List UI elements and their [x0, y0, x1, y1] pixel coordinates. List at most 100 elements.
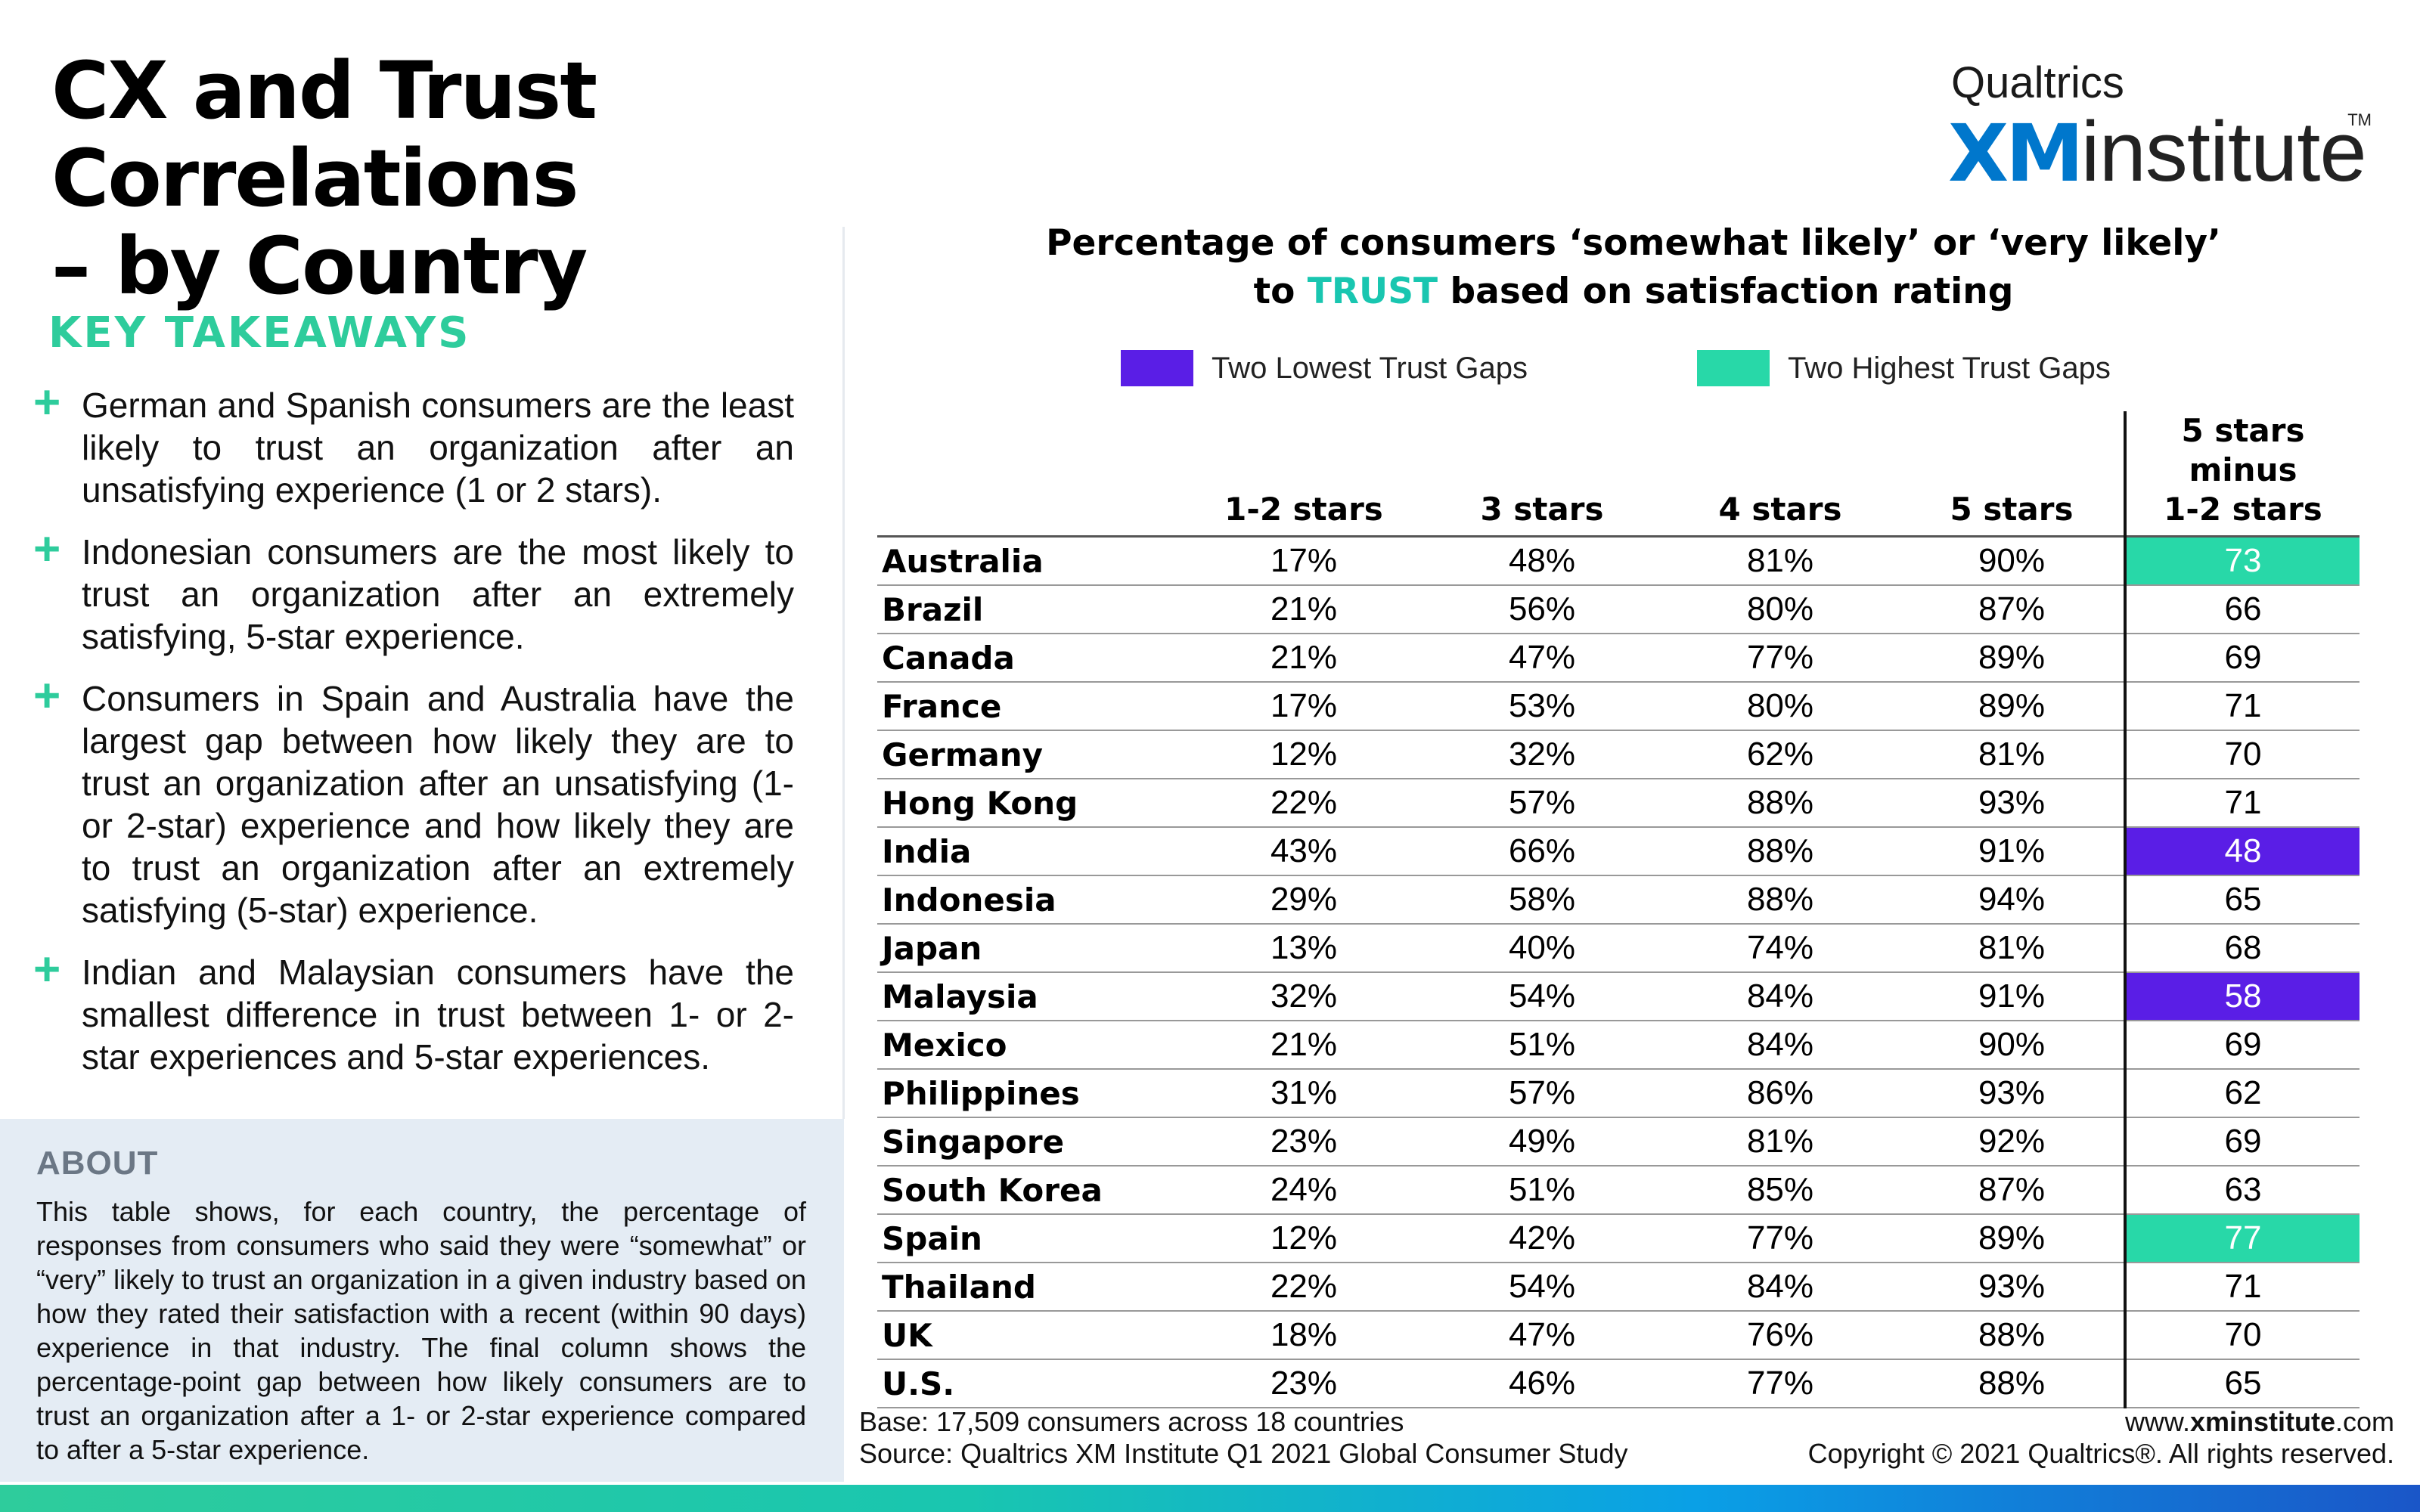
- value-gap: 65: [2124, 875, 2360, 925]
- logo-wordmark: XMinstitute: [1948, 103, 2367, 200]
- value-1-2-stars: 13%: [1184, 924, 1423, 973]
- legend-highest-gaps: Two Highest Trust Gaps: [1697, 349, 2111, 387]
- value-1-2-stars: 22%: [1184, 779, 1423, 828]
- takeaway-item: + Indian and Malaysian consumers have the…: [33, 947, 794, 1078]
- value-3-stars: 42%: [1423, 1214, 1661, 1263]
- country-cell: Indonesia: [877, 875, 1184, 925]
- value-gap: 66: [2124, 585, 2360, 634]
- value-4-stars: 81%: [1661, 536, 1900, 586]
- table-title-line1: Percentage of consumers ‘somewhat likely…: [1046, 222, 2221, 264]
- value-gap: 69: [2124, 1021, 2360, 1070]
- value-5-stars: 90%: [1900, 1021, 2125, 1070]
- table-row: France 17% 53% 80% 89% 71: [877, 682, 2360, 731]
- table-row: Japan 13% 40% 74% 81% 68: [877, 924, 2360, 973]
- value-gap: 71: [2124, 1263, 2360, 1312]
- value-1-2-stars: 29%: [1184, 875, 1423, 925]
- key-takeaways-list: + German and Spanish consumers are the le…: [33, 380, 794, 1098]
- table-header-row: 1-2 stars 3 stars 4 stars 5 stars 5 star…: [877, 411, 2360, 537]
- takeaway-item: + German and Spanish consumers are the le…: [33, 380, 794, 511]
- plus-icon: +: [33, 670, 61, 722]
- value-1-2-stars: 17%: [1184, 682, 1423, 731]
- value-1-2-stars: 31%: [1184, 1069, 1423, 1118]
- value-1-2-stars: 17%: [1184, 536, 1423, 586]
- value-1-2-stars: 23%: [1184, 1117, 1423, 1167]
- footer-url[interactable]: www.xminstitute.com: [1808, 1406, 2394, 1438]
- footer-source: Source: Qualtrics XM Institute Q1 2021 G…: [859, 1438, 1628, 1469]
- header-5-stars: 5 stars: [1950, 491, 2074, 528]
- value-1-2-stars: 43%: [1184, 827, 1423, 876]
- value-1-2-stars: 22%: [1184, 1263, 1423, 1312]
- table-title-post: based on satisfaction rating: [1438, 271, 2014, 312]
- value-3-stars: 49%: [1423, 1117, 1661, 1167]
- value-4-stars: 80%: [1661, 585, 1900, 634]
- value-3-stars: 48%: [1423, 536, 1661, 586]
- value-5-stars: 93%: [1900, 1069, 2125, 1118]
- value-gap: 73: [2124, 536, 2360, 586]
- country-cell: Canada: [877, 634, 1184, 683]
- country-cell: Brazil: [877, 585, 1184, 634]
- header-1-2-stars: 1-2 stars: [1224, 491, 1383, 528]
- header-4-stars: 4 stars: [1718, 491, 1842, 528]
- value-5-stars: 89%: [1900, 682, 2125, 731]
- value-3-stars: 58%: [1423, 875, 1661, 925]
- value-gap: 69: [2124, 1117, 2360, 1167]
- value-4-stars: 81%: [1661, 1117, 1900, 1167]
- value-4-stars: 88%: [1661, 875, 1900, 925]
- value-1-2-stars: 23%: [1184, 1359, 1423, 1408]
- value-4-stars: 88%: [1661, 827, 1900, 876]
- country-cell: Spain: [877, 1214, 1184, 1263]
- page-title: CX and Trust Correlations – by Country: [51, 47, 1110, 310]
- footer-copyright-block: www.xminstitute.com Copyright © 2021 Qua…: [1808, 1406, 2394, 1470]
- value-5-stars: 81%: [1900, 730, 2125, 779]
- value-5-stars: 87%: [1900, 585, 2125, 634]
- value-5-stars: 91%: [1900, 827, 2125, 876]
- value-5-stars: 90%: [1900, 536, 2125, 586]
- value-4-stars: 77%: [1661, 634, 1900, 683]
- table-row: Singapore 23% 49% 81% 92% 69: [877, 1117, 2360, 1167]
- logo-institute-text: institute: [2080, 104, 2367, 199]
- takeaway-text: Consumers in Spain and Australia have th…: [82, 679, 794, 930]
- value-1-2-stars: 12%: [1184, 1214, 1423, 1263]
- takeaway-item: + Indonesian consumers are the most likel…: [33, 526, 794, 658]
- country-cell: Hong Kong: [877, 779, 1184, 828]
- value-5-stars: 91%: [1900, 972, 2125, 1021]
- value-4-stars: 62%: [1661, 730, 1900, 779]
- value-1-2-stars: 32%: [1184, 972, 1423, 1021]
- footer-base: Base: 17,509 consumers across 18 countri…: [859, 1406, 1404, 1437]
- takeaway-text: German and Spanish consumers are the lea…: [82, 386, 794, 510]
- page-title-line1: CX and Trust Correlations: [51, 45, 597, 225]
- table-row: Germany 12% 32% 62% 81% 70: [877, 730, 2360, 779]
- table-title-pre: to: [1253, 271, 1308, 312]
- value-5-stars: 88%: [1900, 1311, 2125, 1360]
- plus-icon: +: [33, 943, 61, 996]
- value-3-stars: 53%: [1423, 682, 1661, 731]
- footer-notes: Base: 17,509 consumers across 18 countri…: [859, 1406, 1627, 1470]
- value-4-stars: 88%: [1661, 779, 1900, 828]
- header-gap-line1: 5 stars minus: [2181, 412, 2305, 488]
- value-1-2-stars: 21%: [1184, 634, 1423, 683]
- country-cell: Mexico: [877, 1021, 1184, 1070]
- value-3-stars: 66%: [1423, 827, 1661, 876]
- footer-copyright: Copyright © 2021 Qualtrics®. All rights …: [1807, 1438, 2394, 1469]
- value-4-stars: 77%: [1661, 1359, 1900, 1408]
- legend-label: Two Lowest Trust Gaps: [1212, 351, 1528, 385]
- value-3-stars: 46%: [1423, 1359, 1661, 1408]
- table-row: U.S. 23% 46% 77% 88% 65: [877, 1359, 2360, 1408]
- table-row: Australia 17% 48% 81% 90% 73: [877, 536, 2360, 586]
- logo-qualtrics-text: Qualtrics: [1951, 58, 2124, 107]
- value-gap: 65: [2124, 1359, 2360, 1408]
- value-1-2-stars: 24%: [1184, 1166, 1423, 1215]
- table-row: South Korea 24% 51% 85% 87% 63: [877, 1166, 2360, 1215]
- country-cell: Philippines: [877, 1069, 1184, 1118]
- value-5-stars: 81%: [1900, 924, 2125, 973]
- url-domain: xminstitute: [2189, 1406, 2335, 1437]
- header-gap: 5 stars minus 1-2 stars: [2124, 411, 2360, 537]
- value-gap: 58: [2124, 972, 2360, 1021]
- takeaway-item: + Consumers in Spain and Australia have t…: [33, 673, 794, 931]
- value-gap: 48: [2124, 827, 2360, 876]
- country-cell: U.S.: [877, 1359, 1184, 1408]
- table-body: Australia 17% 48% 81% 90% 73 Brazil 21% 56% 80% 87…: [877, 536, 2360, 1408]
- value-gap: 63: [2124, 1166, 2360, 1215]
- value-gap: 71: [2124, 779, 2360, 828]
- trust-emphasis: TRUST: [1307, 271, 1438, 312]
